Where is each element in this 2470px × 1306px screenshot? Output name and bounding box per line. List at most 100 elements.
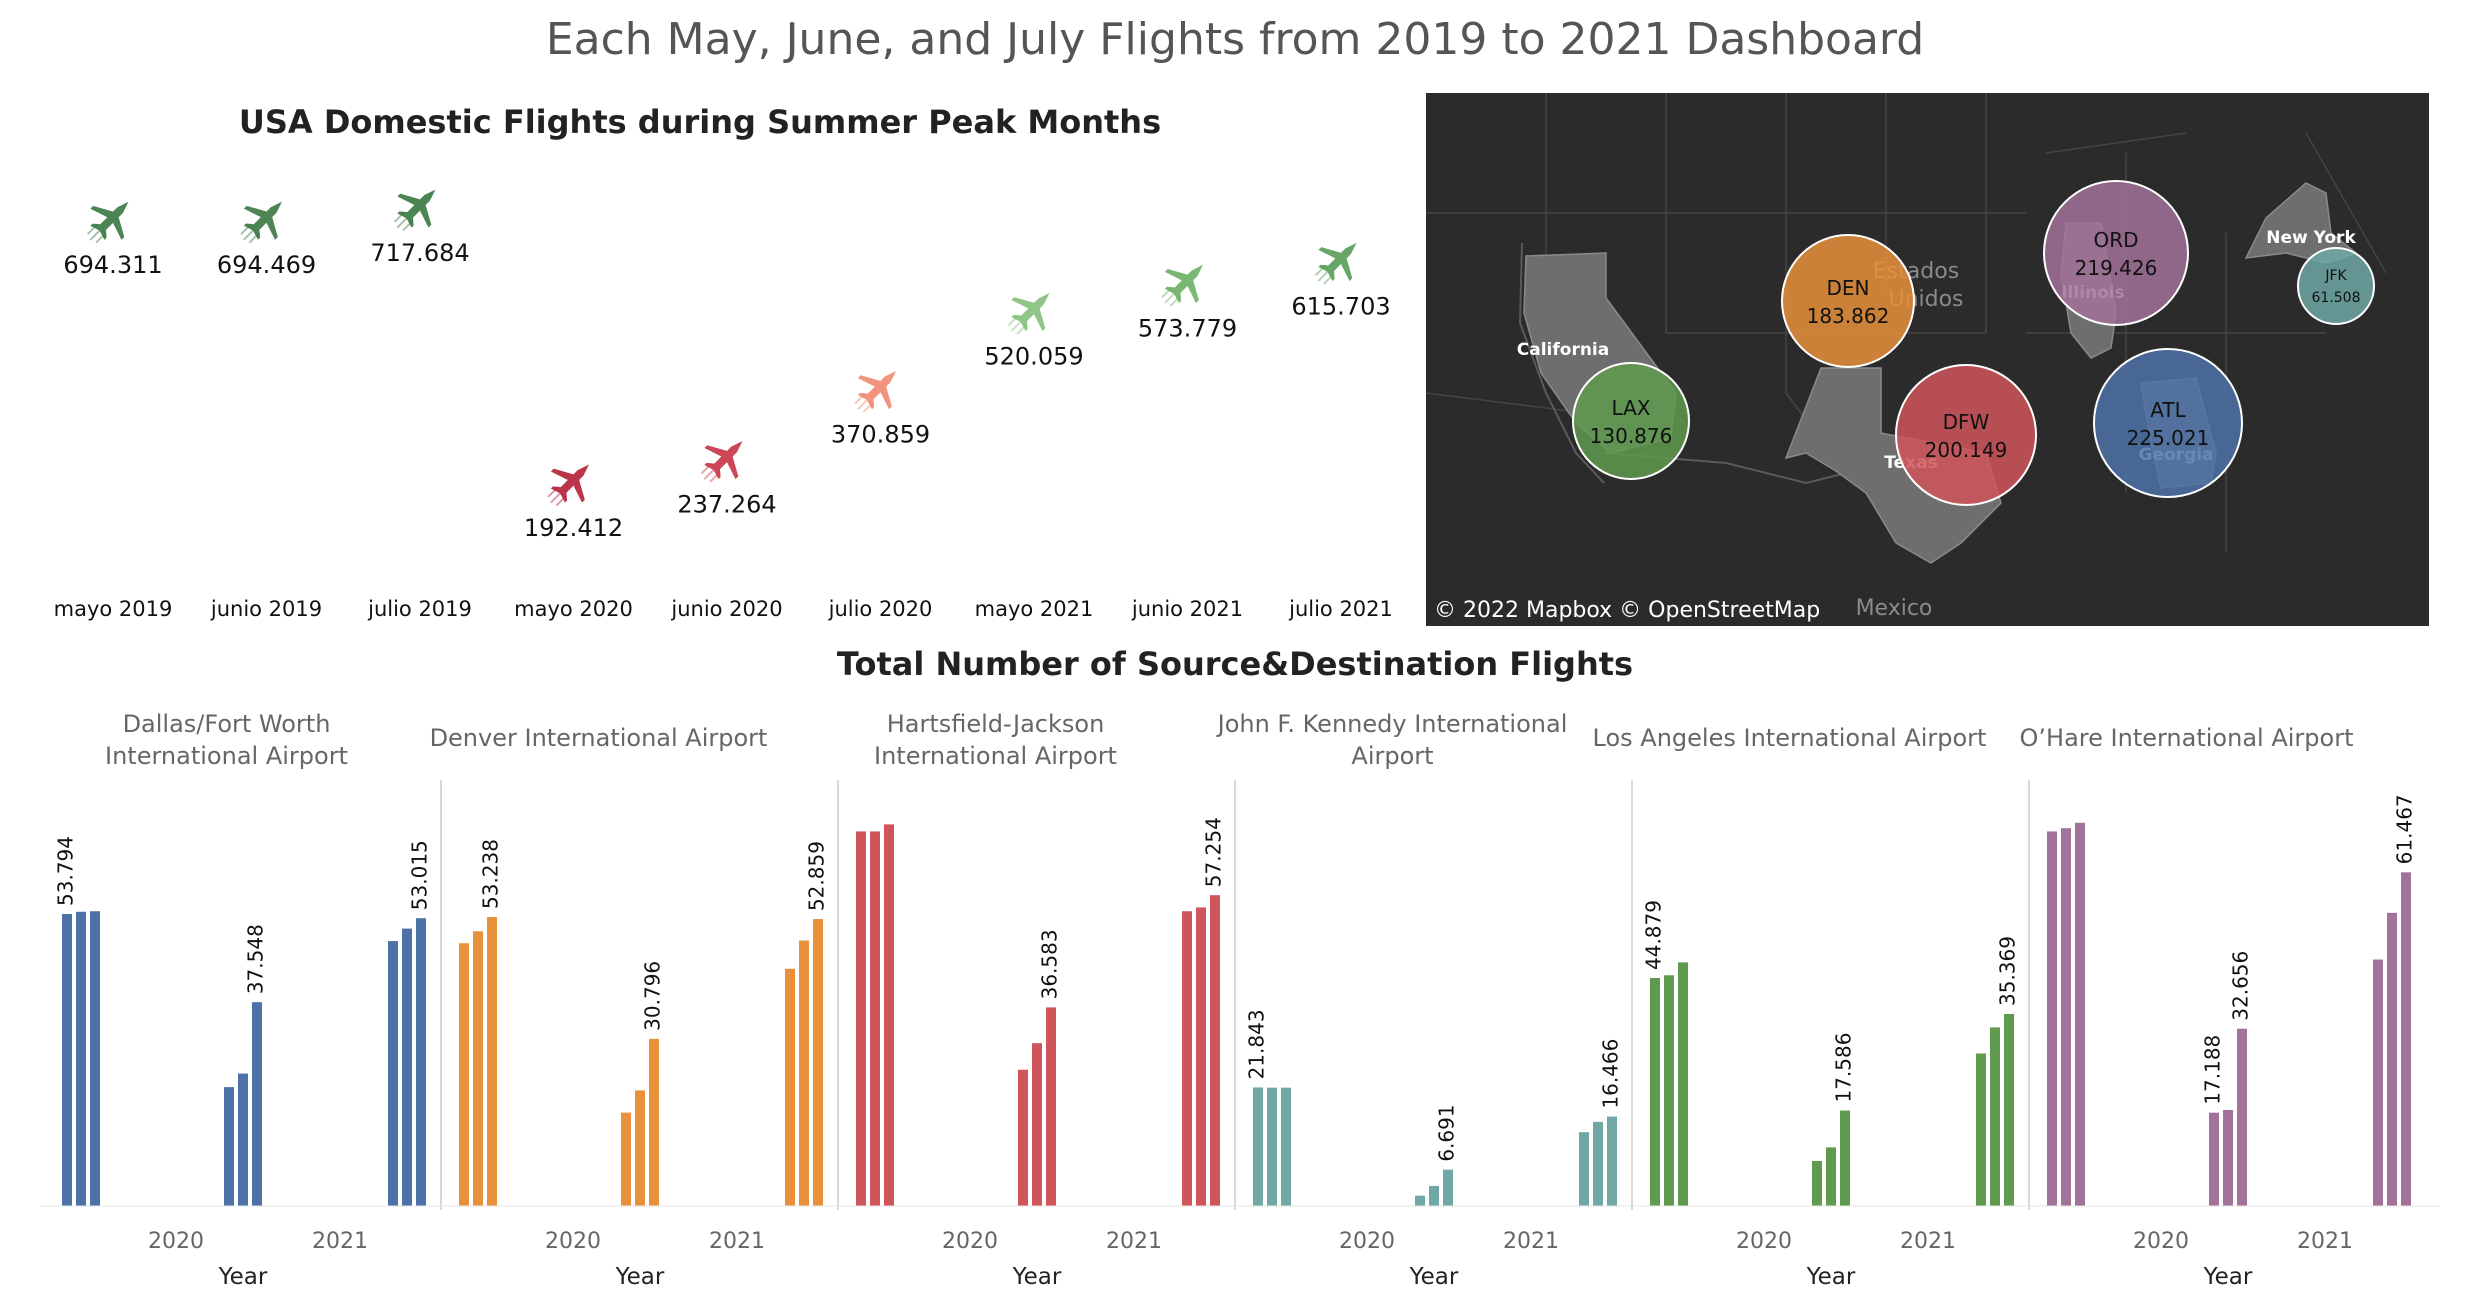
monthly-section-title: USA Domestic Flights during Summer Peak … [238,103,1162,141]
bar-value-label: 57.254 [1202,817,1226,887]
airplane-trail [547,486,568,507]
airplane-shape [704,440,743,480]
x-tick-label: 2020 [1339,1229,1395,1254]
bar-value-label: 53.238 [479,839,503,909]
airport-value: 200.149 [1925,438,2008,462]
bar-value-label: 6.691 [1435,1104,1459,1161]
bar [2209,1112,2219,1206]
airplane-shape [90,201,129,240]
monthly-value-label: 694.469 [217,251,316,279]
bar-value-label: 32.656 [2229,951,2253,1021]
airplane-shape [550,464,590,503]
x-tick-label: 2021 [709,1229,765,1254]
x-tick-label: 2021 [1106,1229,1162,1254]
bar [402,928,412,1206]
bar-value-label: 16.466 [1599,1039,1623,1109]
airplane-trail [86,223,107,244]
bar-value-label: 17.586 [1832,1033,1856,1103]
mexico-label: Mexico [1856,596,1933,621]
airplane-trail [393,211,414,232]
bar [1650,978,1660,1206]
panel-title: Denver International Airport [430,724,768,752]
bar [416,918,426,1206]
airplane-icon [547,464,590,507]
bar [1429,1185,1439,1206]
monthly-value-label: 573.779 [1138,314,1237,342]
airplane-icon [1314,242,1357,285]
bar [487,916,497,1206]
month-label: junio 2019 [210,597,322,621]
bar [856,831,866,1206]
bar-value-label: 35.369 [1996,936,2020,1006]
airplane-icon [1007,292,1050,335]
bar [1415,1195,1425,1206]
panel-title: International Airport [105,742,348,770]
month-label: julio 2019 [367,597,472,621]
bar [2401,872,2411,1206]
airplane-icon [86,201,129,244]
dashboard-title: Each May, June, and July Flights from 20… [545,14,1925,65]
bars-section-title: Total Number of Source&Destination Fligh… [836,645,1634,683]
airplane-icon [240,201,283,244]
x-tick-label: 2021 [1503,1229,1559,1254]
x-tick-label: 2020 [1736,1229,1792,1254]
airplane-shape [857,371,897,410]
bar [2075,822,2085,1206]
panel-title: Hartsfield-Jackson [887,710,1105,738]
panel-title: Dallas/Fort Worth [123,710,331,738]
state-border [2305,132,2387,274]
bar [1976,1053,1986,1206]
monthly-value-label: 694.311 [63,251,162,279]
month-label: mayo 2021 [975,597,1094,621]
airplane-shape [1318,242,1357,282]
month-label: mayo 2019 [54,597,173,621]
airplane-trail [1314,264,1335,285]
month-label: julio 2020 [828,597,933,621]
airport-code: LAX [1612,396,1651,420]
airport-code: JFK [2324,268,2347,284]
bar [388,941,398,1206]
airport-value: 61.508 [2312,290,2361,306]
bar [1840,1110,1850,1206]
bar [1253,1087,1263,1206]
bar [1443,1169,1453,1206]
x-axis-title: Year [1409,1264,1459,1290]
bar [1046,1007,1056,1206]
monthly-value-label: 520.059 [984,342,1083,370]
x-axis-title: Year [218,1264,268,1290]
airport-map[interactable]: CaliforniaTexasIllinoisGeorgiaNew YorkEs… [1426,93,2429,626]
x-tick-label: 2020 [148,1229,204,1254]
airport-bubble [2043,180,2189,326]
airplane-trail [1007,314,1028,335]
monthly-value-label: 237.264 [677,491,776,519]
bar [76,911,86,1206]
airport-value: 225.021 [2127,426,2210,450]
bar [1593,1121,1603,1206]
airplane-shape [243,201,283,240]
x-tick-label: 2021 [2297,1229,2353,1254]
bar [1579,1132,1589,1206]
airport-value: 130.876 [1590,424,1673,448]
x-tick-label: 2020 [942,1229,998,1254]
bar-value-label: 36.583 [1038,929,1062,999]
bar-value-label: 17.188 [2201,1035,2225,1105]
airplane-icon [393,189,436,232]
bar-value-label: 21.843 [1245,1009,1269,1079]
source-destination-bars-chart: Dallas/Fort Worth International Airport 53… [40,710,2440,1290]
airport-code: ORD [2093,228,2138,252]
bar [224,1087,234,1206]
bar [62,913,72,1206]
bar [884,824,894,1206]
bar [799,940,809,1206]
panel-title: Los Angeles International Airport [1593,724,1987,752]
bar [1678,962,1688,1206]
airplane-trail [854,392,875,413]
month-label: mayo 2020 [514,597,633,621]
x-tick-label: 2020 [545,1229,601,1254]
x-axis-title: Year [1012,1264,1062,1290]
bar [2373,959,2383,1206]
bar [2223,1109,2233,1206]
airplane-trail [240,223,261,244]
bar [1032,1043,1042,1206]
airplane-shape [397,189,436,228]
